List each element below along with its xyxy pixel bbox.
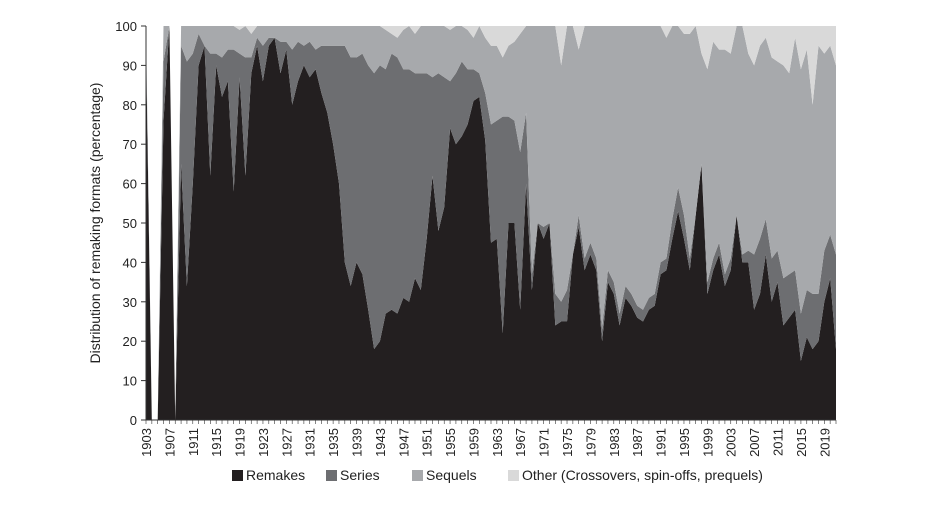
x-tick-group: 1903 1907 1911 1915 1919 1923 1927 1931 1935 1939… (139, 420, 837, 457)
y-tick-label: 80 (123, 98, 137, 113)
x-tick-label: 2003 (724, 428, 739, 457)
x-tick-label: 1999 (700, 428, 715, 457)
x-tick-label: 1955 (443, 428, 458, 457)
x-tick-label: 1911 (186, 428, 201, 456)
y-tick-label: 50 (123, 216, 137, 231)
x-tick-label: 1919 (233, 428, 248, 457)
x-tick-label: 1983 (607, 428, 622, 457)
x-tick-label: 1951 (420, 428, 435, 457)
y-tick-label: 20 (123, 334, 137, 349)
x-tick-label: 1947 (396, 428, 411, 457)
y-tick-label: 70 (123, 137, 137, 152)
x-tick-label: 1903 (139, 428, 154, 457)
legend: Remakes Series Sequels Other (Crossovers, s… (232, 467, 763, 483)
x-tick-label: 1991 (654, 428, 669, 457)
x-tick-label: 1959 (467, 428, 482, 457)
series-area-series (146, 26, 836, 420)
y-axis-title: Distribution of remaking formats (percen… (87, 83, 103, 364)
x-tick-label: 1939 (350, 428, 365, 457)
x-tick-label: 2015 (794, 428, 809, 457)
y-tick-group: 0 10 20 30 40 50 60 70 80 90 100 (115, 19, 146, 428)
series-area-remakes (146, 26, 836, 420)
x-tick-label: 1971 (537, 428, 552, 457)
legend-swatch (326, 470, 337, 481)
y-tick-label: 40 (123, 255, 137, 270)
legend-label: Sequels (426, 467, 477, 483)
x-tick-label: 1923 (256, 428, 271, 457)
x-tick-label: 1967 (513, 428, 528, 457)
legend-swatch (232, 470, 243, 481)
x-tick-label: 1927 (279, 428, 294, 457)
y-tick-label: 100 (115, 19, 137, 34)
x-tick-label: 2019 (817, 428, 832, 457)
x-tick-label: 2011 (771, 428, 786, 456)
x-tick-label: 1979 (583, 428, 598, 457)
y-tick-label: 30 (123, 295, 137, 310)
y-tick-label: 10 (123, 374, 137, 389)
y-tick-label: 90 (123, 58, 137, 73)
y-tick-label: 0 (130, 413, 137, 428)
x-tick-label: 1987 (630, 428, 645, 457)
series-area-sequels (146, 26, 836, 420)
x-tick-label: 1915 (209, 428, 224, 457)
x-tick-label: 1935 (326, 428, 341, 457)
legend-label: Remakes (246, 467, 305, 483)
legend-label: Series (340, 467, 380, 483)
legend-swatch (508, 470, 519, 481)
y-tick-label: 60 (123, 177, 137, 192)
x-tick-label: 1975 (560, 428, 575, 457)
x-tick-label: 1995 (677, 428, 692, 457)
x-tick-label: 2007 (747, 428, 762, 457)
legend-label: Other (Crossovers, spin-offs, prequels) (522, 467, 763, 483)
area-layer (146, 26, 836, 420)
x-tick-label: 1943 (373, 428, 388, 457)
x-tick-label: 1931 (303, 428, 318, 457)
legend-swatch (412, 470, 423, 481)
x-tick-label: 1963 (490, 428, 505, 457)
x-tick-label: 1907 (162, 428, 177, 457)
